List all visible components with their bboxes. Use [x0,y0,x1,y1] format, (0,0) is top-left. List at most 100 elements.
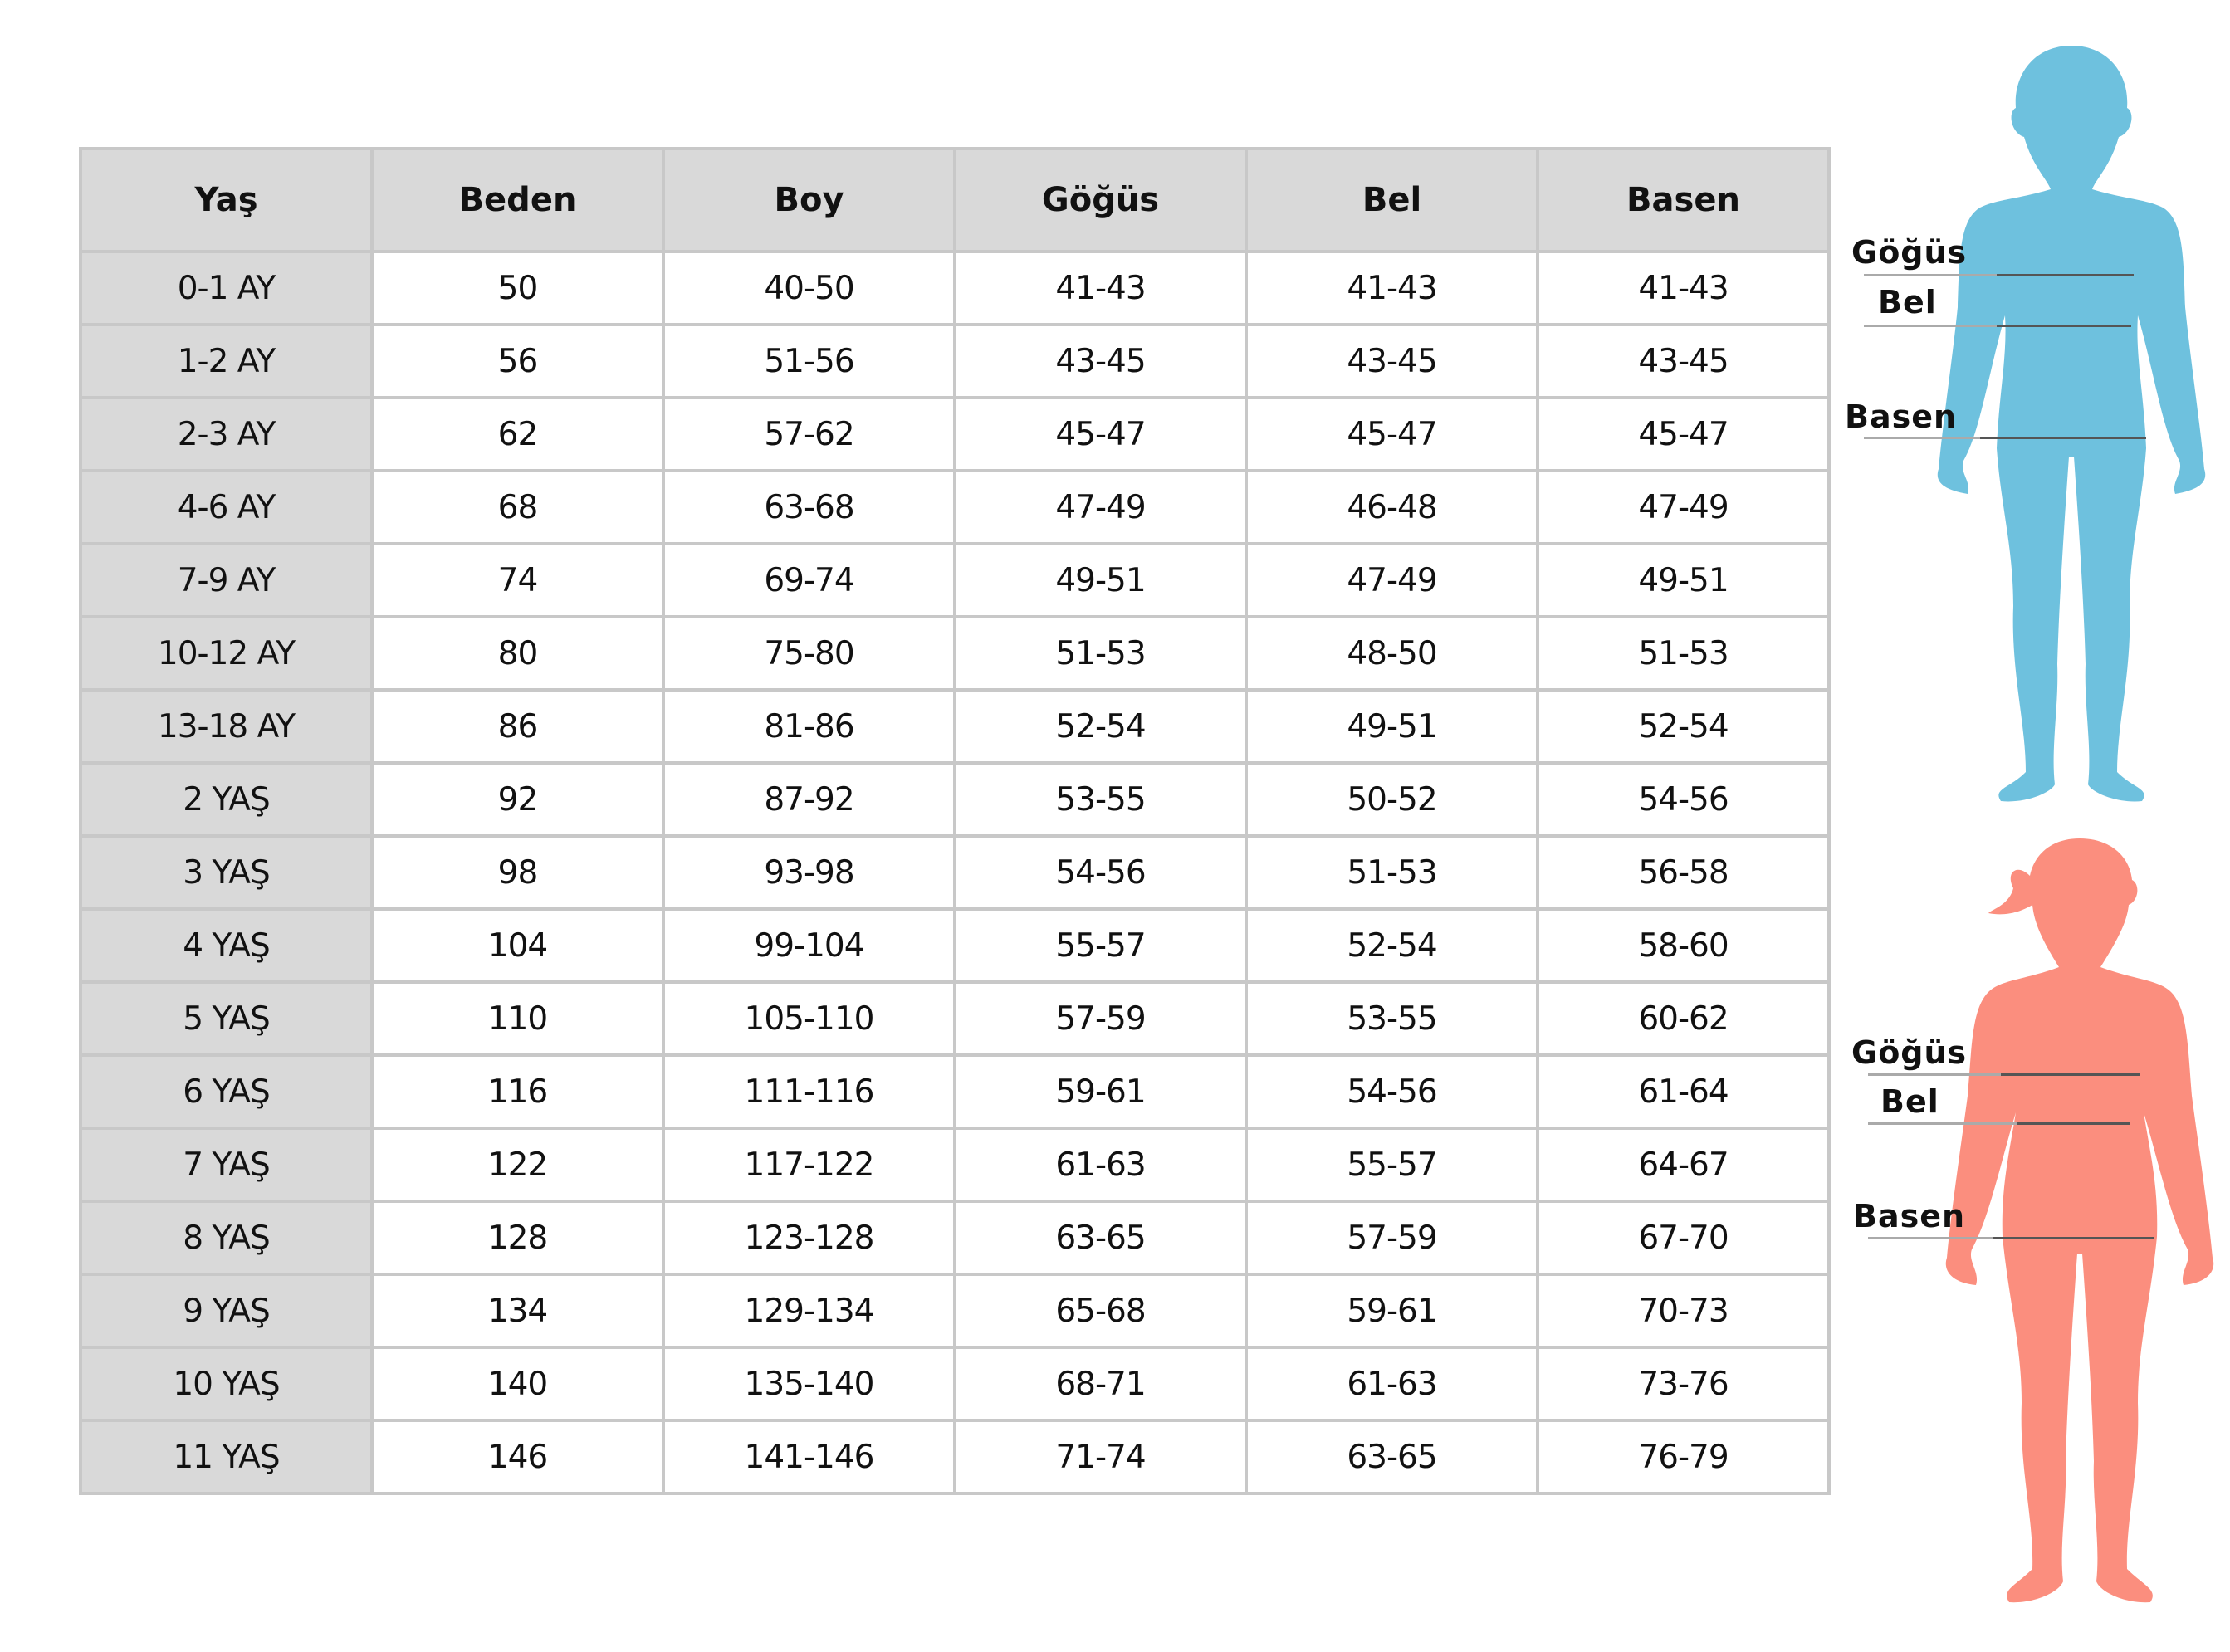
age-cell: 1-2 AY [79,323,374,399]
table-cell: 47-49 [953,469,1248,545]
table-cell: 61-64 [1536,1053,1831,1130]
table-cell: 135-140 [662,1346,956,1422]
age-cell: 2-3 AY [79,396,374,472]
table-cell: 57-59 [1245,1200,1539,1276]
age-cell: 8 YAŞ [79,1200,374,1276]
table-cell: 53-55 [953,761,1248,838]
boy-waist-label: Bel [1878,284,1937,320]
table-cell: 59-61 [953,1053,1248,1130]
table-row: 5 YAŞ 110 105-110 57-59 53-55 60-62 [79,980,1831,1057]
table-row: 7 YAŞ 122 117-122 61-63 55-57 64-67 [79,1127,1831,1203]
age-cell: 6 YAŞ [79,1053,374,1130]
age-cell: 2 YAŞ [79,761,374,838]
table-cell: 87-92 [662,761,956,838]
table-cell: 55-57 [953,907,1248,984]
table-row: 13-18 AY 86 81-86 52-54 49-51 52-54 [79,688,1831,765]
table-cell: 92 [370,761,665,838]
table-cell: 41-43 [1536,250,1831,326]
table-cell: 52-54 [1245,907,1539,984]
table-cell: 75-80 [662,615,956,692]
age-cell: 0-1 AY [79,250,374,326]
table-cell: 73-76 [1536,1346,1831,1422]
table-cell: 61-63 [953,1127,1248,1203]
column-header: Basen [1536,147,1831,253]
table-row: 7-9 AY 74 69-74 49-51 47-49 49-51 [79,542,1831,618]
table-cell: 98 [370,834,665,911]
age-cell: 7 YAŞ [79,1127,374,1203]
table-cell: 51-53 [1245,834,1539,911]
table-cell: 46-48 [1245,469,1539,545]
table-cell: 68 [370,469,665,545]
age-cell: 10 YAŞ [79,1346,374,1422]
girl-chest-line-outer [1868,1073,2001,1076]
girl-hip-line [1993,1237,2154,1239]
table-cell: 50-52 [1245,761,1539,838]
table-cell: 70-73 [1536,1273,1831,1349]
table-cell: 51-53 [953,615,1248,692]
table-cell: 63-65 [953,1200,1248,1276]
girl-waist-line [2017,1122,2130,1125]
table-cell: 52-54 [1536,688,1831,765]
table-cell: 110 [370,980,665,1057]
table-cell: 99-104 [662,907,956,984]
table-cell: 43-45 [953,323,1248,399]
table-row: 9 YAŞ 134 129-134 65-68 59-61 70-73 [79,1273,1831,1349]
table-cell: 60-62 [1536,980,1831,1057]
girl-chest-line [2001,1073,2140,1076]
table-cell: 104 [370,907,665,984]
table-cell: 122 [370,1127,665,1203]
boy-hip-label: Basen [1845,398,1958,435]
table-cell: 146 [370,1419,665,1495]
age-cell: 4-6 AY [79,469,374,545]
table-cell: 41-43 [1245,250,1539,326]
table-cell: 117-122 [662,1127,956,1203]
table-cell: 76-79 [1536,1419,1831,1495]
table-cell: 54-56 [1245,1053,1539,1130]
girl-silhouette-icon [1945,838,2214,1603]
table-cell: 68-71 [953,1346,1248,1422]
table-cell: 52-54 [953,688,1248,765]
column-header: Beden [370,147,665,253]
column-header: Göğüs [953,147,1248,253]
table-cell: 111-116 [662,1053,956,1130]
table-cell: 140 [370,1346,665,1422]
table-cell: 141-146 [662,1419,956,1495]
table-cell: 49-51 [953,542,1248,618]
table-cell: 45-47 [1536,396,1831,472]
table-cell: 93-98 [662,834,956,911]
table-row: 0-1 AY 50 40-50 41-43 41-43 41-43 [79,250,1831,326]
table-cell: 57-62 [662,396,956,472]
boy-chest-label: Göğüs [1851,234,1968,271]
table-cell: 62 [370,396,665,472]
table-cell: 47-49 [1245,542,1539,618]
table-cell: 53-55 [1245,980,1539,1057]
size-chart-table: Yaş Beden Boy Göğüs Bel Basen 0-1 AY 50 40-50 41… [79,147,1831,1495]
table-cell: 58-60 [1536,907,1831,984]
header-row: Yaş Beden Boy Göğüs Bel Basen [79,147,1831,253]
table-cell: 61-63 [1245,1346,1539,1422]
table-row: 1-2 AY 56 51-56 43-45 43-45 43-45 [79,323,1831,399]
boy-silhouette-icon [1937,46,2206,802]
table-cell: 49-51 [1245,688,1539,765]
table-cell: 71-74 [953,1419,1248,1495]
girl-hip-label: Basen [1853,1198,1966,1234]
table-cell: 40-50 [662,250,956,326]
table-cell: 59-61 [1245,1273,1539,1349]
table-cell: 129-134 [662,1273,956,1349]
girl-chest-label: Göğüs [1851,1034,1968,1071]
table-cell: 43-45 [1536,323,1831,399]
table-cell: 43-45 [1245,323,1539,399]
table-cell: 81-86 [662,688,956,765]
table-row: 6 YAŞ 116 111-116 59-61 54-56 61-64 [79,1053,1831,1130]
table-cell: 64-67 [1536,1127,1831,1203]
table-cell: 47-49 [1536,469,1831,545]
boy-waist-line [1997,325,2131,327]
table-row: 8 YAŞ 128 123-128 63-65 57-59 67-70 [79,1200,1831,1276]
table-row: 3 YAŞ 98 93-98 54-56 51-53 56-58 [79,834,1831,911]
table-cell: 86 [370,688,665,765]
age-cell: 7-9 AY [79,542,374,618]
girl-waist-label: Bel [1880,1083,1939,1120]
table-cell: 69-74 [662,542,956,618]
boy-chest-line [1997,274,2134,276]
table-cell: 51-56 [662,323,956,399]
